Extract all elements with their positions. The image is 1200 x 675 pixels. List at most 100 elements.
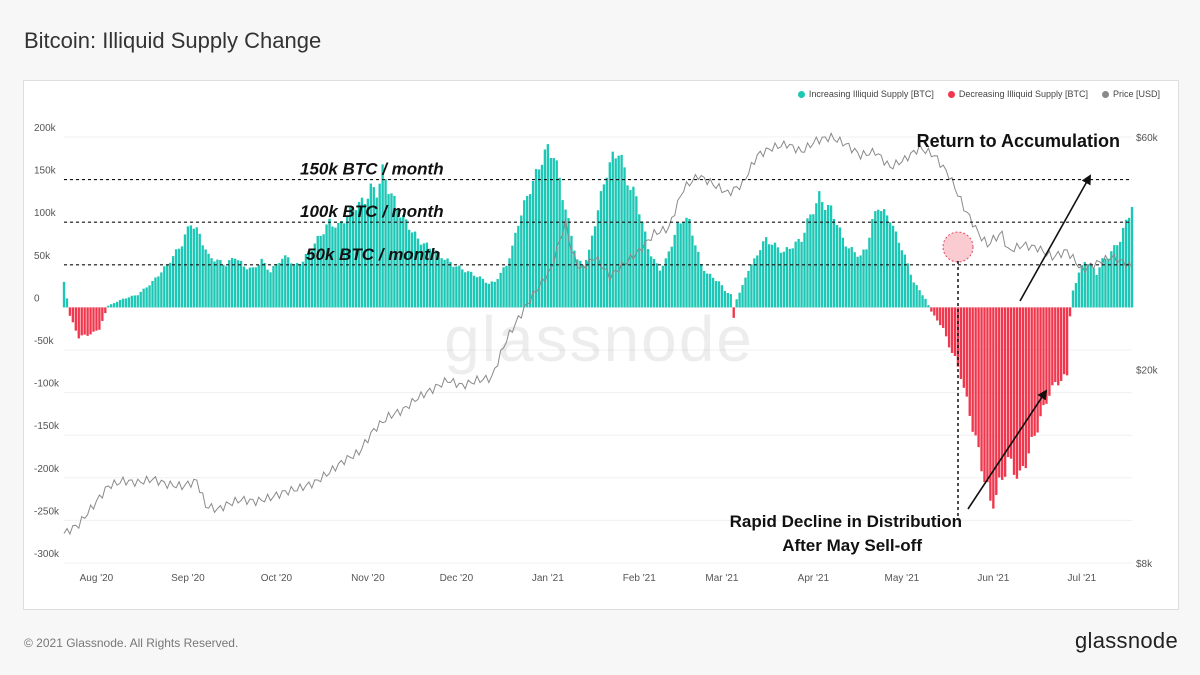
- bar-increasing: [773, 242, 777, 308]
- bar-increasing: [413, 231, 417, 308]
- bar-increasing: [357, 201, 361, 308]
- legend-item-increasing[interactable]: Increasing Illiquid Supply [BTC]: [797, 89, 934, 99]
- bar-increasing: [325, 224, 328, 308]
- bar-increasing: [723, 290, 727, 308]
- bar-increasing: [499, 272, 502, 308]
- bar-increasing: [744, 277, 747, 308]
- bar-decreasing: [98, 307, 101, 330]
- bar-increasing: [629, 190, 632, 308]
- bar-decreasing: [1021, 307, 1025, 466]
- bar-increasing: [691, 235, 694, 308]
- bar-increasing: [210, 258, 213, 308]
- bar-increasing: [741, 285, 744, 308]
- bar-increasing: [416, 238, 420, 308]
- bar-increasing: [349, 207, 352, 308]
- bar-increasing: [921, 295, 924, 308]
- legend-item-decreasing[interactable]: Decreasing Illiquid Supply [BTC]: [947, 89, 1088, 99]
- bar-increasing: [487, 283, 491, 308]
- left-tick-label: 200k: [34, 123, 57, 134]
- bar-increasing: [343, 223, 346, 308]
- price-line: [63, 131, 1133, 536]
- bar-increasing: [1119, 241, 1122, 308]
- bar-increasing: [496, 279, 499, 308]
- left-tick-label: -200k: [34, 464, 60, 475]
- bar-increasing: [431, 252, 434, 308]
- bar-increasing: [396, 209, 399, 308]
- bar-increasing: [552, 158, 555, 308]
- bar-increasing: [292, 265, 296, 308]
- bar-increasing: [425, 242, 429, 308]
- bar-decreasing: [939, 307, 942, 326]
- bar-increasing: [378, 183, 381, 308]
- bar-increasing: [838, 227, 842, 308]
- bar-decreasing: [930, 307, 933, 312]
- bar-increasing: [145, 287, 148, 308]
- bar-increasing: [298, 264, 302, 308]
- bar-increasing: [582, 266, 585, 308]
- bar-increasing: [198, 233, 201, 308]
- footer-brand-logo[interactable]: glassnode: [1075, 628, 1178, 653]
- bar-increasing: [708, 273, 712, 308]
- bar-decreasing: [944, 307, 948, 337]
- legend-label-decreasing: Decreasing Illiquid Supply [BTC]: [958, 89, 1088, 99]
- x-tick-label: Apr '21: [798, 573, 830, 584]
- bar-decreasing: [983, 307, 986, 483]
- left-tick-label: 100k: [34, 208, 57, 219]
- bar-increasing: [596, 210, 600, 308]
- bar-increasing: [481, 278, 485, 308]
- bar-increasing: [847, 248, 850, 308]
- bar-decreasing: [995, 307, 998, 495]
- bar-increasing: [877, 209, 880, 308]
- bar-increasing: [652, 259, 656, 308]
- bar-increasing: [649, 256, 653, 308]
- bar-increasing: [871, 219, 874, 308]
- bar-increasing: [142, 288, 145, 308]
- bar-increasing: [284, 255, 287, 308]
- bar-increasing: [576, 259, 579, 308]
- bar-increasing: [549, 157, 552, 308]
- bar-increasing: [419, 244, 423, 308]
- bar-increasing: [703, 270, 706, 308]
- bar-increasing: [599, 191, 603, 308]
- bar-increasing: [169, 262, 172, 308]
- bar-increasing: [334, 227, 337, 308]
- bar-decreasing: [732, 307, 735, 318]
- bar-decreasing: [1048, 307, 1051, 396]
- bar-increasing: [759, 250, 762, 308]
- bar-decreasing: [1042, 307, 1045, 406]
- bar-increasing: [1130, 206, 1134, 308]
- bar-increasing: [655, 263, 659, 308]
- reference-lines: [64, 179, 1132, 266]
- bar-decreasing: [1027, 307, 1030, 454]
- bar-increasing: [328, 218, 331, 308]
- bar-increasing: [602, 184, 606, 308]
- bar-increasing: [738, 292, 741, 308]
- bar-increasing: [505, 265, 508, 308]
- bar-increasing: [756, 255, 759, 308]
- bar-increasing: [195, 227, 198, 308]
- bar-increasing: [1116, 245, 1119, 308]
- bar-increasing: [685, 217, 688, 308]
- bar-increasing: [1113, 245, 1116, 308]
- bar-increasing: [201, 245, 204, 308]
- bar-increasing: [118, 299, 122, 308]
- bar-decreasing: [1030, 307, 1033, 437]
- bar-decreasing: [962, 307, 966, 388]
- bar-increasing: [151, 280, 154, 308]
- bar-increasing: [467, 271, 470, 308]
- bar-increasing: [531, 180, 535, 308]
- left-tick-label: -100k: [34, 379, 60, 390]
- bar-increasing: [354, 210, 358, 308]
- bar-increasing: [399, 217, 402, 308]
- bar-increasing: [263, 262, 266, 308]
- bar-increasing: [735, 299, 738, 308]
- bar-increasing: [912, 282, 915, 308]
- right-axis-ticks: $60k $20k $8k: [1136, 133, 1159, 570]
- bar-increasing: [782, 251, 786, 308]
- legend-item-price[interactable]: Price [USD]: [1101, 89, 1160, 99]
- bar-increasing: [697, 251, 700, 308]
- bar-increasing: [1095, 274, 1098, 308]
- bar-increasing: [623, 167, 626, 308]
- bar-increasing: [546, 144, 550, 308]
- annotation-150k: 150k BTC / month: [300, 160, 444, 179]
